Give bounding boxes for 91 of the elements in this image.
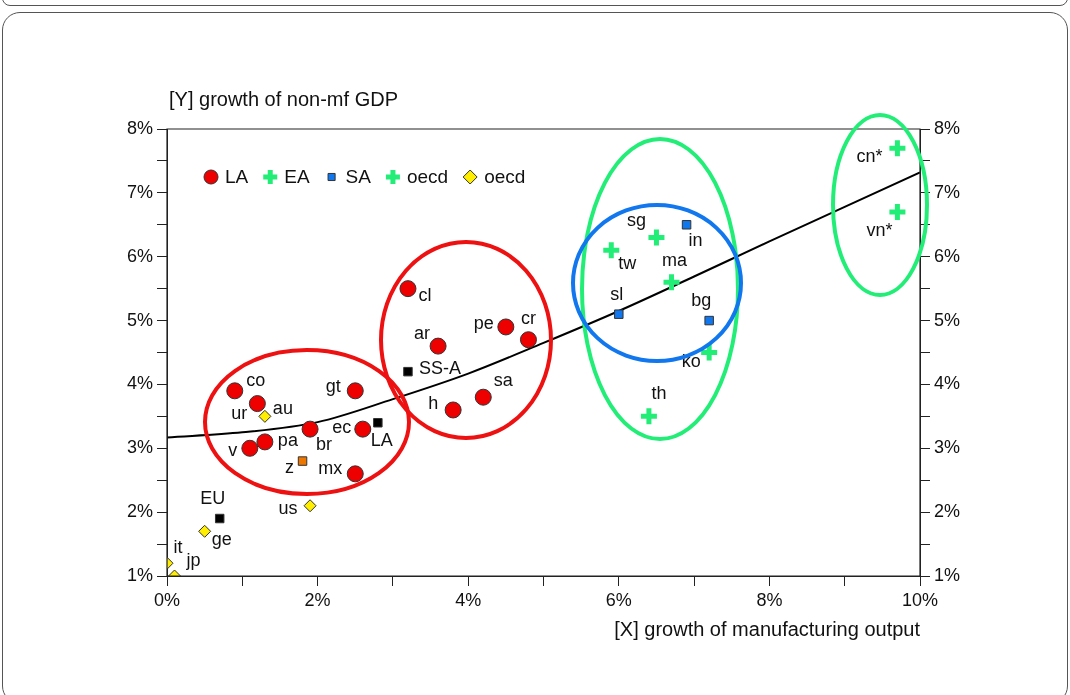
annotation: pe [473, 312, 494, 333]
annotation: jp [185, 549, 201, 570]
annotation: ec [332, 417, 352, 438]
point [614, 309, 624, 319]
point [645, 227, 667, 249]
x-tick-label: 2% [304, 589, 331, 610]
x-tick-label: 0% [153, 589, 181, 610]
legend-label: LA [225, 166, 249, 188]
y-tick-label: 5% [126, 309, 153, 330]
annotation: sa [493, 370, 514, 391]
annotation: sg [626, 209, 646, 230]
point [681, 220, 692, 230]
x-tick-label: 4% [455, 589, 482, 610]
annotation: LA [370, 429, 393, 450]
annotation: sl [610, 284, 624, 305]
annotation: vn* [866, 219, 893, 240]
annotation: cr [520, 307, 536, 328]
point [519, 331, 537, 349]
legend-label: oecd [484, 166, 526, 188]
point [241, 439, 259, 457]
annotation: au [272, 398, 293, 419]
y-tick-label: 1% [126, 564, 153, 585]
point [301, 420, 319, 438]
x-tick-label: 6% [605, 589, 632, 610]
annotation: br [316, 434, 333, 455]
y2-tick-label: 6% [934, 245, 961, 266]
annotation: tw [618, 253, 638, 274]
y2-tick-label: 3% [934, 437, 961, 458]
annotation: EU [200, 488, 226, 509]
y2-tick-label: 2% [934, 501, 961, 522]
annotation: ur [231, 402, 248, 423]
annotation: h [428, 392, 439, 413]
y-tick-label: 8% [126, 117, 153, 138]
y2-tick-label: 1% [934, 564, 961, 585]
annotation: z [285, 457, 295, 478]
point [403, 366, 413, 377]
annotation: cn* [856, 146, 883, 167]
annotation: ar [414, 323, 431, 344]
point [886, 137, 908, 159]
annotation: ma [662, 250, 688, 271]
point [303, 499, 317, 513]
x-tick-label: 8% [756, 589, 783, 610]
point [226, 382, 244, 400]
point [256, 433, 274, 451]
point [698, 342, 720, 363]
annotation: co [246, 369, 266, 390]
annotation: v [228, 440, 238, 461]
point [248, 395, 266, 413]
x-tick-label: 10% [901, 589, 939, 610]
point [258, 409, 272, 423]
y-axis-title: [Y] growth of non-mf GDP [169, 88, 398, 111]
point [198, 524, 212, 538]
annotation: it [173, 537, 183, 558]
point [474, 388, 492, 406]
y2-tick-label: 4% [934, 373, 961, 394]
x-axis-title: [X] growth of manufacturing output [614, 617, 921, 640]
annotation: cl [418, 284, 432, 305]
annotation: us [278, 497, 298, 518]
point [886, 201, 908, 223]
point [354, 420, 372, 438]
annotation: in [688, 229, 703, 250]
legend-label: SA [345, 166, 372, 188]
legend-label: oecd [406, 166, 449, 188]
annotation: gt [325, 375, 341, 396]
point [214, 513, 225, 524]
point [297, 456, 308, 466]
annotation: mx [318, 457, 343, 478]
point [429, 337, 447, 355]
point [346, 382, 364, 400]
annotation: bg [691, 289, 712, 310]
point [444, 401, 462, 419]
y-tick-label: 6% [126, 245, 153, 266]
point [704, 315, 714, 326]
annotation: pa [277, 429, 299, 450]
point [661, 271, 683, 293]
point [399, 280, 417, 298]
y2-tick-label: 7% [934, 181, 961, 202]
y2-tick-label: 8% [934, 117, 961, 138]
y-tick-label: 4% [126, 373, 153, 394]
point [497, 318, 515, 336]
annotation: th [651, 383, 667, 404]
annotation: SS-A [418, 357, 461, 378]
point [373, 418, 383, 428]
y-tick-label: 3% [126, 437, 153, 458]
point [638, 405, 660, 427]
legend-label: EA [284, 166, 310, 188]
point [346, 465, 364, 483]
annotation: ge [211, 529, 232, 550]
y-tick-label: 2% [126, 501, 153, 522]
y2-tick-label: 5% [934, 309, 961, 330]
y-tick-label: 7% [126, 181, 153, 202]
